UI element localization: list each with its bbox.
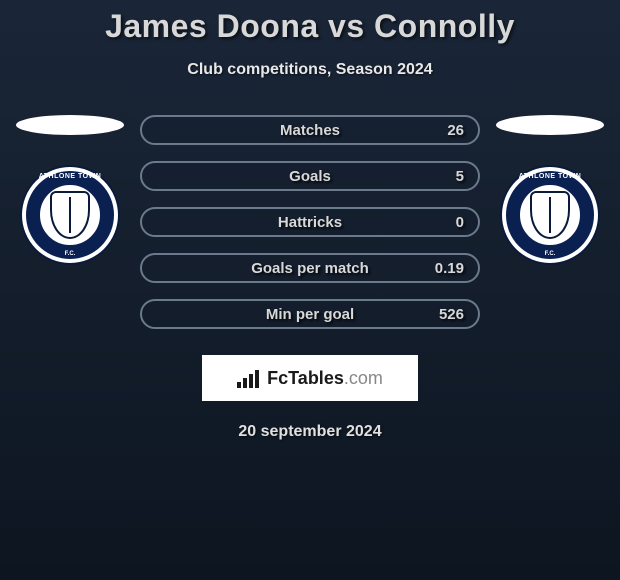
- crest-text: ATHLONE TOWN: [502, 173, 598, 180]
- crest-text: ATHLONE TOWN: [22, 173, 118, 180]
- stat-label: Min per goal: [266, 306, 354, 323]
- stat-label: Matches: [280, 122, 340, 139]
- stat-value-right: 526: [439, 306, 464, 323]
- stats-column: Matches 26 Goals 5 Hattricks 0 Goals per…: [140, 115, 480, 345]
- stat-value-right: 0: [456, 214, 464, 231]
- crest-text: F.C.: [22, 251, 118, 257]
- stat-row-matches: Matches 26: [140, 115, 480, 145]
- stat-row-gpm: Goals per match 0.19: [140, 253, 480, 283]
- stat-value-right: 5: [456, 168, 464, 185]
- country-flag-left: [16, 115, 124, 135]
- comparison-panel: ATHLONE TOWN F.C. Matches 26 Goals 5 Hat…: [0, 115, 620, 345]
- brand-text: FcTables.com: [267, 368, 383, 389]
- page-subtitle: Club competitions, Season 2024: [0, 61, 620, 79]
- club-crest-right: ATHLONE TOWN F.C.: [500, 165, 600, 265]
- stat-row-mpg: Min per goal 526: [140, 299, 480, 329]
- page-title: James Doona vs Connolly: [0, 0, 620, 45]
- country-flag-right: [496, 115, 604, 135]
- stat-value-right: 0.19: [435, 260, 464, 277]
- right-player-col: ATHLONE TOWN F.C.: [490, 115, 610, 265]
- stat-label: Hattricks: [278, 214, 342, 231]
- crest-text: F.C.: [502, 251, 598, 257]
- brand-suffix: .com: [344, 368, 383, 388]
- stat-row-hattricks: Hattricks 0: [140, 207, 480, 237]
- stat-value-right: 26: [447, 122, 464, 139]
- brand-name: FcTables: [267, 368, 344, 388]
- stat-label: Goals: [289, 168, 331, 185]
- left-player-col: ATHLONE TOWN F.C.: [10, 115, 130, 265]
- stat-label: Goals per match: [251, 260, 369, 277]
- date-label: 20 september 2024: [0, 423, 620, 441]
- brand-badge[interactable]: FcTables.com: [202, 355, 418, 401]
- chart-icon: [237, 368, 261, 388]
- club-crest-left: ATHLONE TOWN F.C.: [20, 165, 120, 265]
- stat-row-goals: Goals 5: [140, 161, 480, 191]
